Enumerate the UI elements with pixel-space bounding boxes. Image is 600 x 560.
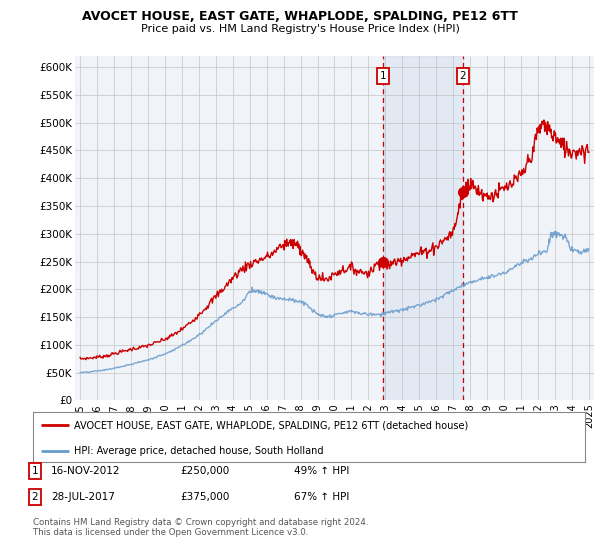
Text: 2: 2: [460, 71, 466, 81]
Text: Contains HM Land Registry data © Crown copyright and database right 2024.
This d: Contains HM Land Registry data © Crown c…: [33, 518, 368, 538]
Bar: [383, 56, 463, 400]
Text: 49% ↑ HPI: 49% ↑ HPI: [294, 466, 349, 476]
Text: 67% ↑ HPI: 67% ↑ HPI: [294, 492, 349, 502]
Text: AVOCET HOUSE, EAST GATE, WHAPLODE, SPALDING, PE12 6TT: AVOCET HOUSE, EAST GATE, WHAPLODE, SPALD…: [82, 10, 518, 22]
Text: 28-JUL-2017: 28-JUL-2017: [51, 492, 115, 502]
Text: 2: 2: [31, 492, 38, 502]
Text: 1: 1: [380, 71, 386, 81]
Text: £375,000: £375,000: [180, 492, 229, 502]
Text: 1: 1: [31, 466, 38, 476]
Text: HPI: Average price, detached house, South Holland: HPI: Average price, detached house, Sout…: [74, 446, 324, 456]
Text: £250,000: £250,000: [180, 466, 229, 476]
Text: AVOCET HOUSE, EAST GATE, WHAPLODE, SPALDING, PE12 6TT (detached house): AVOCET HOUSE, EAST GATE, WHAPLODE, SPALD…: [74, 420, 469, 430]
Text: Price paid vs. HM Land Registry's House Price Index (HPI): Price paid vs. HM Land Registry's House …: [140, 24, 460, 34]
Text: 16-NOV-2012: 16-NOV-2012: [51, 466, 121, 476]
